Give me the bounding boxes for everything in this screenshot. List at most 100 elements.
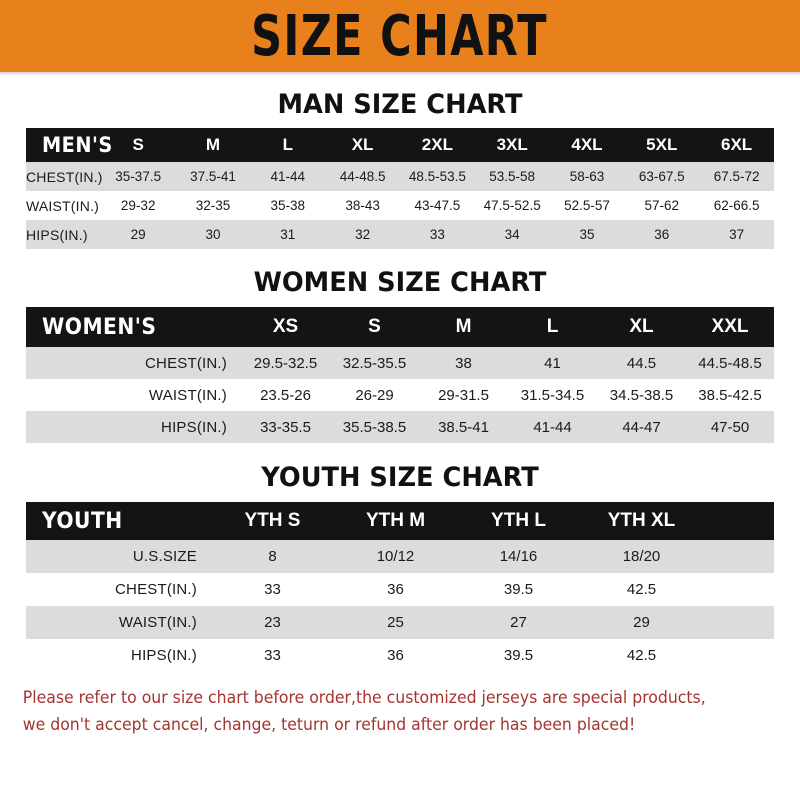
man-row-label-0: CHEST(IN.): [26, 162, 102, 191]
man-cell-0-5: 53.5-58: [474, 162, 550, 191]
page-banner: SIZE CHART: [0, 0, 800, 72]
man-cell-1-2: 35-38: [250, 191, 326, 220]
women-section-title: WOMEN SIZE CHART: [253, 267, 547, 298]
youth-cell-2-spacer: [703, 606, 774, 639]
table-row: WAIST(IN.) 23 25 27 29: [26, 606, 774, 639]
women-row-label-1: WAIST(IN.): [26, 379, 241, 411]
women-row-label-0: CHEST(IN.): [26, 347, 241, 379]
youth-cell-2-1: 25: [334, 606, 457, 639]
youth-cell-1-3: 42.5: [580, 573, 703, 606]
man-row-label-2: HIPS(IN.): [26, 220, 101, 249]
women-table-head: WOMEN'S XS S M L XL XXL: [26, 307, 774, 347]
man-size-col-5: 3XL: [474, 128, 550, 162]
man-cell-1-8: 62-66.5: [699, 191, 774, 220]
youth-cell-0-3: 18/20: [580, 540, 703, 573]
youth-row-label-1: CHEST(IN.): [26, 573, 211, 606]
man-cell-0-3: 44-48.5: [325, 162, 400, 191]
youth-size-label-2: YTH L: [491, 510, 546, 531]
page-title: SIZE CHART: [251, 3, 549, 69]
man-cell-2-2: 31: [250, 220, 326, 249]
table-row: HIPS(IN.) 29 30 31 32 33 34 35 36 37: [26, 220, 774, 249]
youth-size-col-0: YTH S: [211, 502, 334, 540]
women-size-col-2: M: [419, 307, 508, 347]
women-size-label-3: L: [546, 316, 559, 337]
women-cell-0-1: 32.5-35.5: [330, 347, 419, 379]
man-cell-0-6: 58-63: [549, 162, 625, 191]
youth-header-label-text: YOUTH: [42, 509, 123, 534]
disclaimer-text: Please refer to our size chart before or…: [0, 684, 760, 738]
youth-cell-0-0: 8: [211, 540, 334, 573]
women-cell-1-2: 29-31.5: [419, 379, 508, 411]
banner-shadow: [0, 72, 800, 76]
youth-cell-3-2: 39.5: [457, 639, 580, 672]
man-size-col-3: XL: [325, 128, 400, 162]
man-cell-1-5: 47.5-52.5: [474, 191, 550, 220]
man-row-label-1: WAIST(IN.): [26, 191, 101, 220]
man-cell-2-5: 34: [474, 220, 550, 249]
table-row: CHEST(IN.) 33 36 39.5 42.5: [26, 573, 774, 606]
table-row: WAIST(IN.) 23.5-26 26-29 29-31.5 31.5-34…: [26, 379, 774, 411]
women-header-row: WOMEN'S XS S M L XL XXL: [26, 307, 774, 347]
women-table-wrapper: WOMEN'S XS S M L XL XXL CHEST(IN.) 29.5-…: [0, 298, 800, 443]
man-size-col-6: 4XL: [549, 128, 625, 162]
man-size-label-2: L: [282, 135, 293, 154]
women-cell-2-4: 44-47: [597, 411, 686, 443]
man-table-body: CHEST(IN.) 35-37.5 37.5-41 41-44 44-48.5…: [26, 162, 774, 249]
women-cell-2-3: 41-44: [508, 411, 597, 443]
youth-size-col-spacer: [703, 502, 774, 540]
youth-cell-0-spacer: [703, 540, 774, 573]
man-size-label-3: XL: [351, 135, 374, 154]
youth-cell-1-1: 36: [334, 573, 457, 606]
youth-size-label-3: YTH XL: [607, 510, 676, 531]
youth-cell-2-2: 27: [457, 606, 580, 639]
youth-cell-3-1: 36: [334, 639, 457, 672]
man-cell-2-3: 32: [325, 220, 400, 249]
youth-cell-0-1: 10/12: [334, 540, 457, 573]
youth-cell-1-spacer: [703, 573, 774, 606]
man-cell-2-1: 30: [175, 220, 251, 249]
youth-table-body: U.S.SIZE 8 10/12 14/16 18/20 CHEST(IN.) …: [26, 540, 774, 672]
women-cell-1-0: 23.5-26: [241, 379, 330, 411]
man-section-title: MAN SIZE CHART: [277, 89, 523, 120]
youth-row-label-2: WAIST(IN.): [26, 606, 211, 639]
youth-cell-3-3: 42.5: [580, 639, 703, 672]
youth-table-wrapper: YOUTH YTH S YTH M YTH L YTH XL U.S.SIZE …: [0, 493, 800, 672]
women-cell-2-5: 47-50: [686, 411, 774, 443]
man-header-label: MEN'S: [26, 128, 112, 162]
women-size-col-1: S: [330, 307, 419, 347]
man-size-label-5: 3XL: [496, 135, 528, 154]
youth-header-label: YOUTH: [26, 502, 211, 540]
man-size-col-0: S: [100, 128, 176, 162]
women-size-label-1: S: [368, 316, 381, 337]
youth-cell-3-spacer: [703, 639, 774, 672]
man-cell-1-3: 38-43: [325, 191, 400, 220]
women-cell-0-5: 44.5-48.5: [686, 347, 774, 379]
youth-cell-3-0: 33: [211, 639, 334, 672]
table-row: HIPS(IN.) 33 36 39.5 42.5: [26, 639, 774, 672]
women-cell-1-1: 26-29: [330, 379, 419, 411]
youth-size-col-1: YTH M: [334, 502, 457, 540]
women-header-label-text: WOMEN'S: [42, 315, 157, 340]
man-size-col-2: L: [250, 128, 326, 162]
women-size-col-5: XXL: [686, 307, 774, 347]
table-row: HIPS(IN.) 33-35.5 35.5-38.5 38.5-41 41-4…: [26, 411, 774, 443]
table-row: WAIST(IN.) 29-32 32-35 35-38 38-43 43-47…: [26, 191, 774, 220]
youth-cell-2-0: 23: [211, 606, 334, 639]
youth-cell-0-2: 14/16: [457, 540, 580, 573]
man-size-label-6: 4XL: [571, 135, 603, 154]
women-cell-1-5: 38.5-42.5: [686, 379, 774, 411]
man-size-table: MEN'S S M L XL 2XL 3XL 4XL 5XL 6XL CHEST…: [26, 128, 774, 249]
man-cell-2-0: 29: [100, 220, 176, 249]
youth-table-head: YOUTH YTH S YTH M YTH L YTH XL: [26, 502, 774, 540]
youth-size-col-2: YTH L: [457, 502, 580, 540]
youth-row-label-3: HIPS(IN.): [26, 639, 211, 672]
women-size-col-0: XS: [241, 307, 330, 347]
youth-cell-2-3: 29: [580, 606, 703, 639]
women-size-col-3: L: [508, 307, 597, 347]
women-size-col-4: XL: [597, 307, 686, 347]
man-cell-0-2: 41-44: [250, 162, 326, 191]
man-table-wrapper: MEN'S S M L XL 2XL 3XL 4XL 5XL 6XL CHEST…: [0, 120, 800, 249]
women-cell-1-3: 31.5-34.5: [508, 379, 597, 411]
women-size-label-0: XS: [272, 316, 299, 337]
